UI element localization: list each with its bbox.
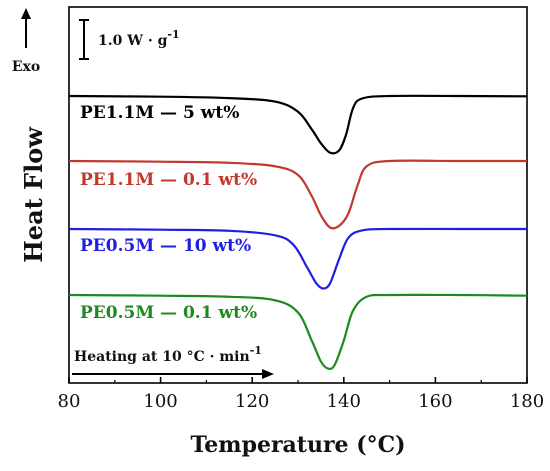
- scale-label: 1.0 W · g-1: [98, 28, 180, 49]
- heating-arrowhead-icon: [262, 369, 274, 379]
- series-line-1: [68, 94, 528, 155]
- y-axis-label: Heat Flow: [19, 126, 48, 263]
- x-tick-label-120: 120: [235, 391, 269, 412]
- series-label-3: PE0.5M — 10 wt%: [80, 236, 251, 256]
- series-line-4: [68, 293, 528, 370]
- exo-label: Exo: [12, 59, 40, 75]
- plot-frame: [68, 6, 528, 384]
- series-label-4: PE0.5M — 0.1 wt%: [80, 303, 257, 323]
- heating-label: Heating at 10 °C · min-1: [74, 344, 262, 365]
- series-line-3: [68, 227, 527, 290]
- x-ticks: 80 100 120 140 160 180: [58, 377, 544, 412]
- series-label-2: PE1.1M — 0.1 wt%: [80, 170, 257, 190]
- curves: [68, 94, 528, 370]
- series-line-2: [68, 159, 527, 230]
- x-tick-label-100: 100: [143, 391, 177, 412]
- x-axis-label: Temperature (°C): [190, 432, 405, 458]
- exo-arrowhead-icon: [21, 8, 31, 19]
- x-tick-label-180: 180: [510, 391, 544, 412]
- x-tick-label-160: 160: [418, 391, 452, 412]
- x-tick-label-140: 140: [327, 391, 361, 412]
- series-label-1: PE1.1M — 5 wt%: [80, 103, 239, 123]
- x-tick-label-80: 80: [58, 391, 81, 412]
